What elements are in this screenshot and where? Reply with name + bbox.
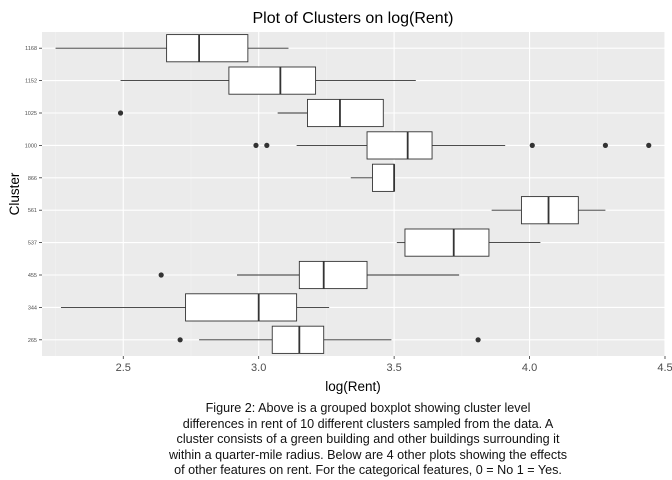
iqr-box [520, 196, 579, 225]
iqr-box [228, 66, 317, 95]
x-tick-label: 4.0 [522, 362, 537, 374]
box-group [158, 260, 460, 290]
y-tick-label: 1025 [25, 111, 37, 117]
box-group [55, 34, 289, 63]
caption-line: within a quarter-mile radius. Below are … [168, 447, 568, 462]
outlier-point [529, 142, 535, 148]
caption-line: differences in rent of 10 different clus… [182, 416, 554, 431]
x-axis-title: log(Rent) [325, 379, 381, 394]
iqr-box [166, 34, 249, 63]
iqr-box [404, 228, 490, 257]
box-group [253, 131, 652, 160]
box-group [117, 98, 384, 128]
chart-title: Plot of Clusters on log(Rent) [253, 10, 454, 27]
iqr-box [185, 293, 298, 322]
iqr-box [366, 131, 433, 160]
iqr-box [372, 163, 395, 192]
plot-panel [42, 32, 665, 356]
y-tick-label: 1000 [25, 143, 37, 149]
x-tick-label: 4.5 [657, 362, 672, 374]
box-layer [55, 34, 652, 354]
outlier-point [646, 142, 652, 148]
outlier-point [264, 142, 270, 148]
y-tick-label: 455 [28, 273, 37, 279]
box-group [177, 325, 481, 354]
outlier-point [177, 337, 183, 343]
boxplot-chart: Plot of Clusters on log(Rent) 1168 1152 10… [7, 10, 672, 394]
caption-line: cluster consists of a green building and… [176, 432, 560, 447]
y-tick-label: 866 [28, 176, 37, 182]
y-axis-title: Cluster [7, 172, 22, 215]
y-tick-label: 344 [28, 305, 37, 311]
x-tick-label: 3.0 [251, 362, 266, 374]
outlier-point [475, 337, 481, 343]
iqr-box [298, 260, 368, 290]
outlier-point [158, 272, 164, 278]
y-tick-label: 1168 [25, 46, 37, 52]
caption-line: Figure 2: Above is a grouped boxplot sho… [205, 401, 531, 415]
box-group [396, 228, 541, 257]
figure-caption: Figure 2: Above is a grouped boxplot sho… [96, 401, 640, 479]
iqr-box [307, 98, 384, 128]
y-tick-label: 265 [28, 338, 37, 344]
x-tick-label: 3.5 [386, 362, 401, 374]
iqr-box [271, 325, 325, 354]
y-axis-ticks: 1168 1152 1025 1000 866 561 537 455 344 265 [25, 46, 42, 344]
box-group [350, 163, 396, 192]
outlier-point [253, 142, 259, 148]
caption-line: of other features on rent. For the categ… [174, 463, 562, 478]
box-group [60, 293, 330, 322]
x-tick-label: 2.5 [116, 362, 131, 374]
box-group [491, 196, 606, 225]
outlier-point [117, 110, 124, 116]
y-tick-label: 561 [28, 208, 37, 214]
x-axis-ticks: 2.5 3.0 3.5 4.0 4.5 [116, 356, 672, 374]
outlier-point [602, 142, 609, 148]
box-group [120, 66, 416, 95]
y-tick-label: 537 [28, 241, 37, 247]
y-tick-label: 1152 [25, 79, 37, 85]
